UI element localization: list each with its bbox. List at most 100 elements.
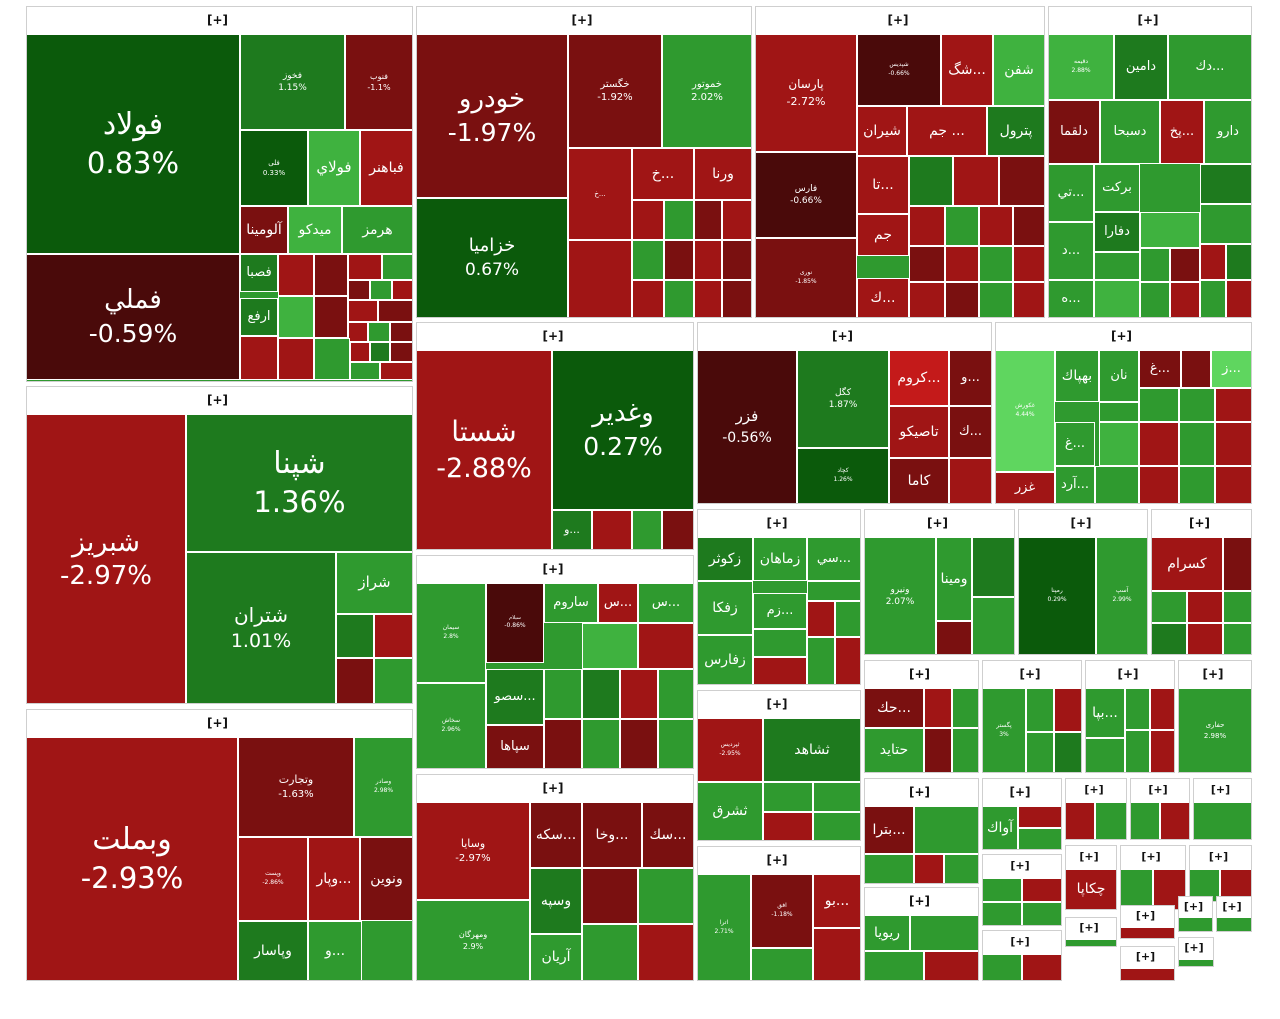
- stock-tile[interactable]: ساروم: [544, 583, 598, 623]
- stock-tile[interactable]: غكورش 4.44%: [995, 350, 1055, 472]
- sector-header[interactable]: [+]: [1178, 937, 1214, 960]
- treemap-cell[interactable]: [1200, 244, 1226, 280]
- sector-header[interactable]: [+]: [1178, 660, 1252, 689]
- treemap-cell[interactable]: [348, 254, 382, 280]
- sector-header[interactable]: [+]: [26, 709, 413, 738]
- expand-icon[interactable]: [+]: [1137, 13, 1159, 27]
- expand-icon[interactable]: [+]: [1084, 783, 1104, 796]
- treemap-cell[interactable]: [1065, 802, 1095, 840]
- stock-tile[interactable]: و...: [308, 921, 362, 981]
- treemap-cell[interactable]: [751, 948, 813, 981]
- stock-tile[interactable]: شپدیس -0.66%: [857, 34, 941, 106]
- sector-header[interactable]: [+]: [26, 386, 413, 415]
- stock-tile[interactable]: وپاسار: [238, 921, 308, 981]
- stock-tile[interactable]: ك...: [949, 406, 992, 458]
- treemap-cell[interactable]: [1013, 206, 1045, 246]
- treemap-cell[interactable]: [664, 200, 694, 240]
- stock-tile[interactable]: ميدكو: [288, 206, 342, 254]
- treemap-cell[interactable]: [1065, 939, 1117, 947]
- treemap-cell[interactable]: [945, 206, 979, 246]
- stock-tile[interactable]: فلی 0.33%: [240, 130, 308, 206]
- stock-tile[interactable]: خگستر -1.92%: [568, 34, 662, 148]
- treemap-cell[interactable]: [1150, 688, 1175, 730]
- stock-tile[interactable]: سیمان 2.8%: [416, 583, 486, 683]
- stock-tile[interactable]: شبريز -2.97%: [26, 414, 186, 704]
- stock-tile[interactable]: دامين: [1114, 34, 1168, 100]
- stock-tile[interactable]: سي...: [807, 537, 861, 581]
- treemap-cell[interactable]: [914, 854, 944, 884]
- treemap-cell[interactable]: [632, 200, 664, 240]
- treemap-cell[interactable]: [722, 200, 752, 240]
- stock-tile[interactable]: خ...: [568, 148, 632, 240]
- treemap-cell[interactable]: [807, 637, 835, 685]
- stock-tile[interactable]: كسرام: [1151, 537, 1223, 591]
- treemap-cell[interactable]: [1139, 422, 1179, 466]
- stock-tile[interactable]: ريويا: [864, 915, 910, 951]
- treemap-cell[interactable]: [1160, 802, 1190, 840]
- expand-icon[interactable]: [+]: [1148, 783, 1168, 796]
- sector-header[interactable]: [+]: [26, 6, 413, 35]
- expand-icon[interactable]: [+]: [908, 894, 931, 908]
- treemap-cell[interactable]: [1179, 422, 1215, 466]
- treemap-cell[interactable]: [982, 902, 1022, 926]
- expand-icon[interactable]: [+]: [1141, 850, 1161, 863]
- treemap-cell[interactable]: [1140, 212, 1200, 248]
- treemap-cell[interactable]: [390, 342, 413, 362]
- treemap-cell[interactable]: [240, 336, 278, 380]
- treemap-cell[interactable]: [1226, 244, 1252, 280]
- treemap-cell[interactable]: [1200, 280, 1226, 318]
- treemap-cell[interactable]: [278, 254, 314, 296]
- treemap-cell[interactable]: [910, 915, 979, 951]
- expand-icon[interactable]: [+]: [206, 13, 229, 27]
- treemap-cell[interactable]: [638, 623, 694, 669]
- stock-tile[interactable]: غ...: [1055, 422, 1095, 466]
- stock-tile[interactable]: افق -1.18%: [751, 874, 813, 948]
- treemap-cell[interactable]: [314, 338, 350, 380]
- stock-tile[interactable]: زم...: [753, 593, 807, 629]
- expand-icon[interactable]: [+]: [1135, 909, 1156, 922]
- stock-tile[interactable]: فارس -0.66%: [755, 152, 857, 238]
- stock-tile[interactable]: ورنا: [694, 148, 752, 200]
- sector-header[interactable]: [+]: [416, 6, 752, 35]
- treemap-cell[interactable]: [1125, 730, 1150, 773]
- treemap-cell[interactable]: [1200, 204, 1252, 244]
- treemap-cell[interactable]: [1130, 802, 1160, 840]
- treemap-cell[interactable]: [909, 246, 945, 282]
- treemap-cell[interactable]: [390, 322, 413, 342]
- treemap-cell[interactable]: [370, 280, 392, 300]
- treemap-cell[interactable]: [544, 669, 582, 719]
- stock-tile[interactable]: وخا...: [582, 802, 642, 868]
- treemap-cell[interactable]: [1099, 402, 1139, 422]
- stock-tile[interactable]: دفارا: [1094, 212, 1140, 252]
- treemap-cell[interactable]: [753, 629, 807, 657]
- stock-tile[interactable]: وپار...: [308, 837, 360, 921]
- treemap-cell[interactable]: [1022, 902, 1062, 926]
- treemap-cell[interactable]: [1215, 388, 1252, 422]
- stock-tile[interactable]: ارفع: [240, 298, 278, 336]
- treemap-cell[interactable]: [945, 282, 979, 318]
- treemap-cell[interactable]: [1054, 732, 1082, 773]
- treemap-cell[interactable]: [658, 669, 694, 719]
- treemap-cell[interactable]: [620, 669, 658, 719]
- treemap-cell[interactable]: [348, 300, 378, 322]
- expand-icon[interactable]: [+]: [766, 853, 788, 867]
- treemap-cell[interactable]: [1140, 282, 1170, 318]
- expand-icon[interactable]: [+]: [1079, 921, 1099, 934]
- treemap-cell[interactable]: [813, 812, 861, 841]
- expand-icon[interactable]: [+]: [1117, 667, 1139, 681]
- stock-tile[interactable]: شفن: [993, 34, 1045, 106]
- stock-tile[interactable]: د...: [1048, 222, 1094, 280]
- treemap-cell[interactable]: [632, 280, 664, 318]
- treemap-cell[interactable]: [582, 669, 620, 719]
- sector-header[interactable]: [+]: [1085, 660, 1175, 689]
- sector-header[interactable]: [+]: [1130, 778, 1190, 803]
- stock-tile[interactable]: شستا -2.88%: [416, 350, 552, 550]
- sector-header[interactable]: [+]: [1216, 896, 1252, 919]
- treemap-cell[interactable]: [278, 296, 314, 338]
- stock-tile[interactable]: وسايا -2.97%: [416, 802, 530, 900]
- treemap-cell[interactable]: [336, 614, 374, 658]
- treemap-cell[interactable]: [1125, 688, 1150, 730]
- stock-tile[interactable]: بو...: [813, 874, 861, 928]
- stock-tile[interactable]: فنوب -1.1%: [345, 34, 413, 130]
- sector-header[interactable]: [+]: [982, 660, 1082, 689]
